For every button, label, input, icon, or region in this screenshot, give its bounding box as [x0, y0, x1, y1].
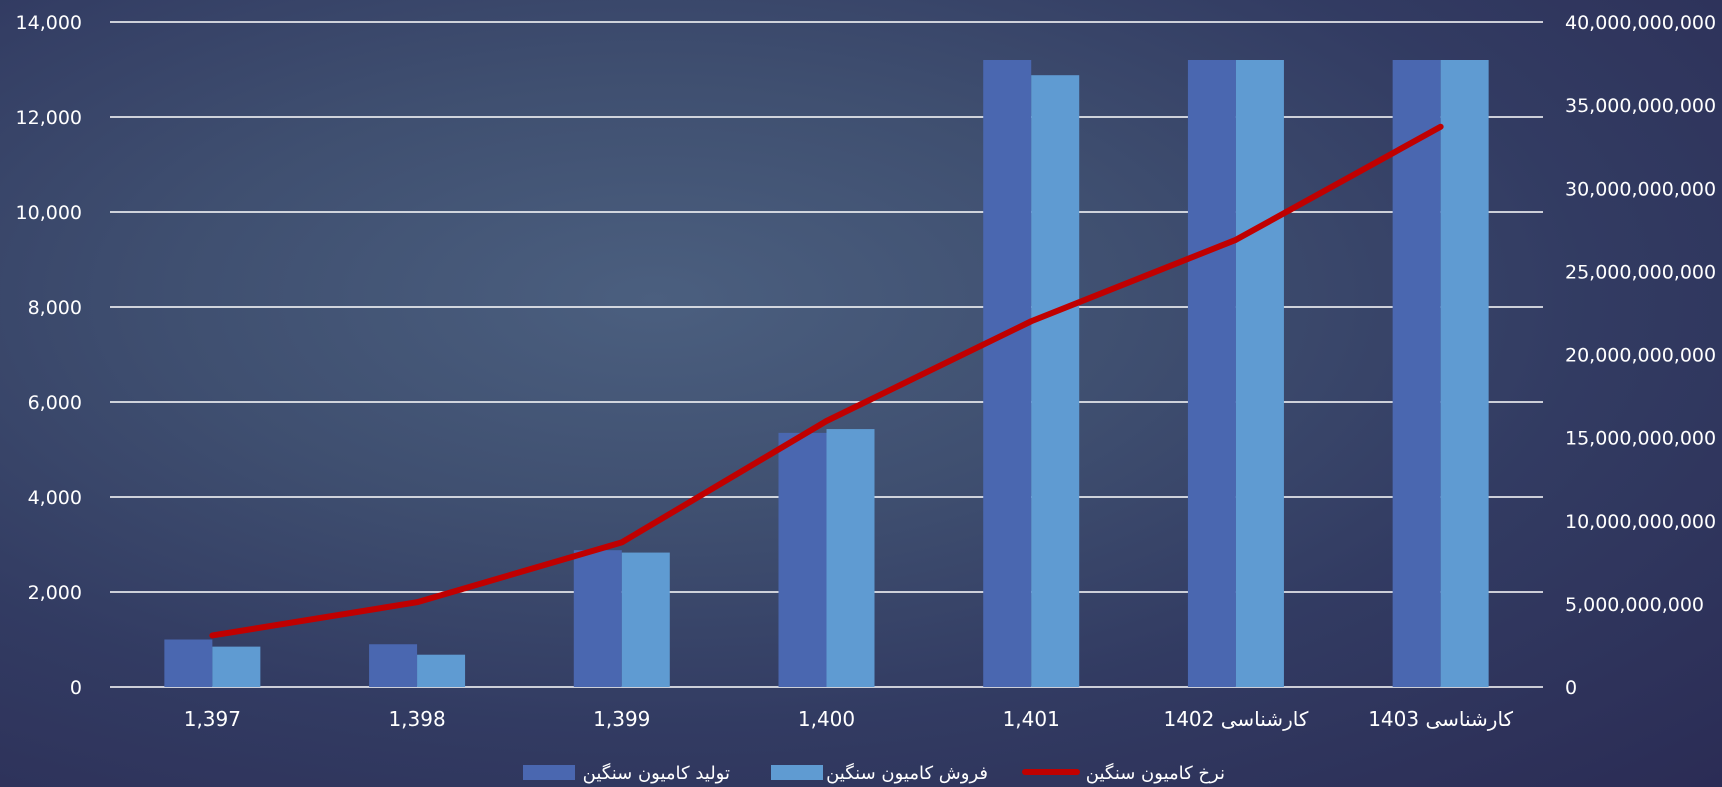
x-tick-label: کارشناسی 1402 [1163, 707, 1308, 731]
bars [164, 60, 1489, 687]
x-tick-label: 1,399 [593, 707, 650, 731]
y-right-tick-label: 20,000,000,000 [1565, 345, 1716, 367]
legend-swatch [523, 765, 575, 780]
x-tick-label: 1,400 [798, 707, 855, 731]
legend-label: تولید کامیون سنگین [583, 762, 730, 784]
bar [1187, 60, 1236, 687]
x-tick-label: 1,397 [184, 707, 241, 731]
bar [164, 639, 213, 687]
x-tick-label: 1,398 [388, 707, 445, 731]
bar [369, 644, 418, 687]
legend-label: نرخ کامیون سنگین [1086, 762, 1225, 784]
x-tick-label: کارشناسی 1403 [1368, 707, 1513, 731]
y-right-tick-label: 30,000,000,000 [1565, 178, 1716, 200]
y-right-tick-label: 25,000,000,000 [1565, 261, 1716, 283]
bar [1440, 60, 1489, 687]
y-left-tick-label: 2,000 [28, 582, 82, 604]
y-right-tick-label: 40,000,000,000 [1565, 12, 1716, 34]
y-left-tick-label: 10,000 [16, 202, 82, 224]
legend-swatch [771, 765, 823, 780]
bar [1235, 60, 1284, 687]
series-line [209, 123, 1444, 639]
y-right-tick-label: 0 [1565, 677, 1577, 699]
bar [417, 654, 466, 687]
bar [778, 432, 827, 687]
line-series [209, 123, 1444, 639]
y-right-tick-label: 10,000,000,000 [1565, 511, 1716, 533]
bar [826, 429, 875, 687]
legend-label: فروش کامیون سنگین [826, 762, 988, 784]
bar [1031, 75, 1080, 687]
bar [1392, 60, 1441, 687]
y-left-tick-label: 8,000 [28, 297, 82, 319]
bar [212, 646, 261, 687]
y-right-tick-label: 5,000,000,000 [1565, 594, 1704, 616]
y-left-tick-label: 14,000 [16, 12, 82, 34]
bar [621, 552, 670, 687]
y-left-tick-label: 0 [70, 677, 82, 699]
x-tick-label: 1,401 [1003, 707, 1060, 731]
bar [983, 60, 1032, 687]
y-right-tick-label: 15,000,000,000 [1565, 428, 1716, 450]
y-left-tick-label: 6,000 [28, 392, 82, 414]
y-left-tick-label: 12,000 [16, 107, 82, 129]
bar [573, 550, 622, 687]
legend: تولید کامیون سنگین فروش کامیون سنگین نرخ ک… [523, 762, 1225, 784]
y-right-tick-label: 35,000,000,000 [1565, 95, 1716, 117]
y-left-tick-label: 4,000 [28, 487, 82, 509]
axis-labels: 0 2,000 4,000 6,000 8,000 10,000 12,000 14,000 0… [16, 12, 1717, 731]
